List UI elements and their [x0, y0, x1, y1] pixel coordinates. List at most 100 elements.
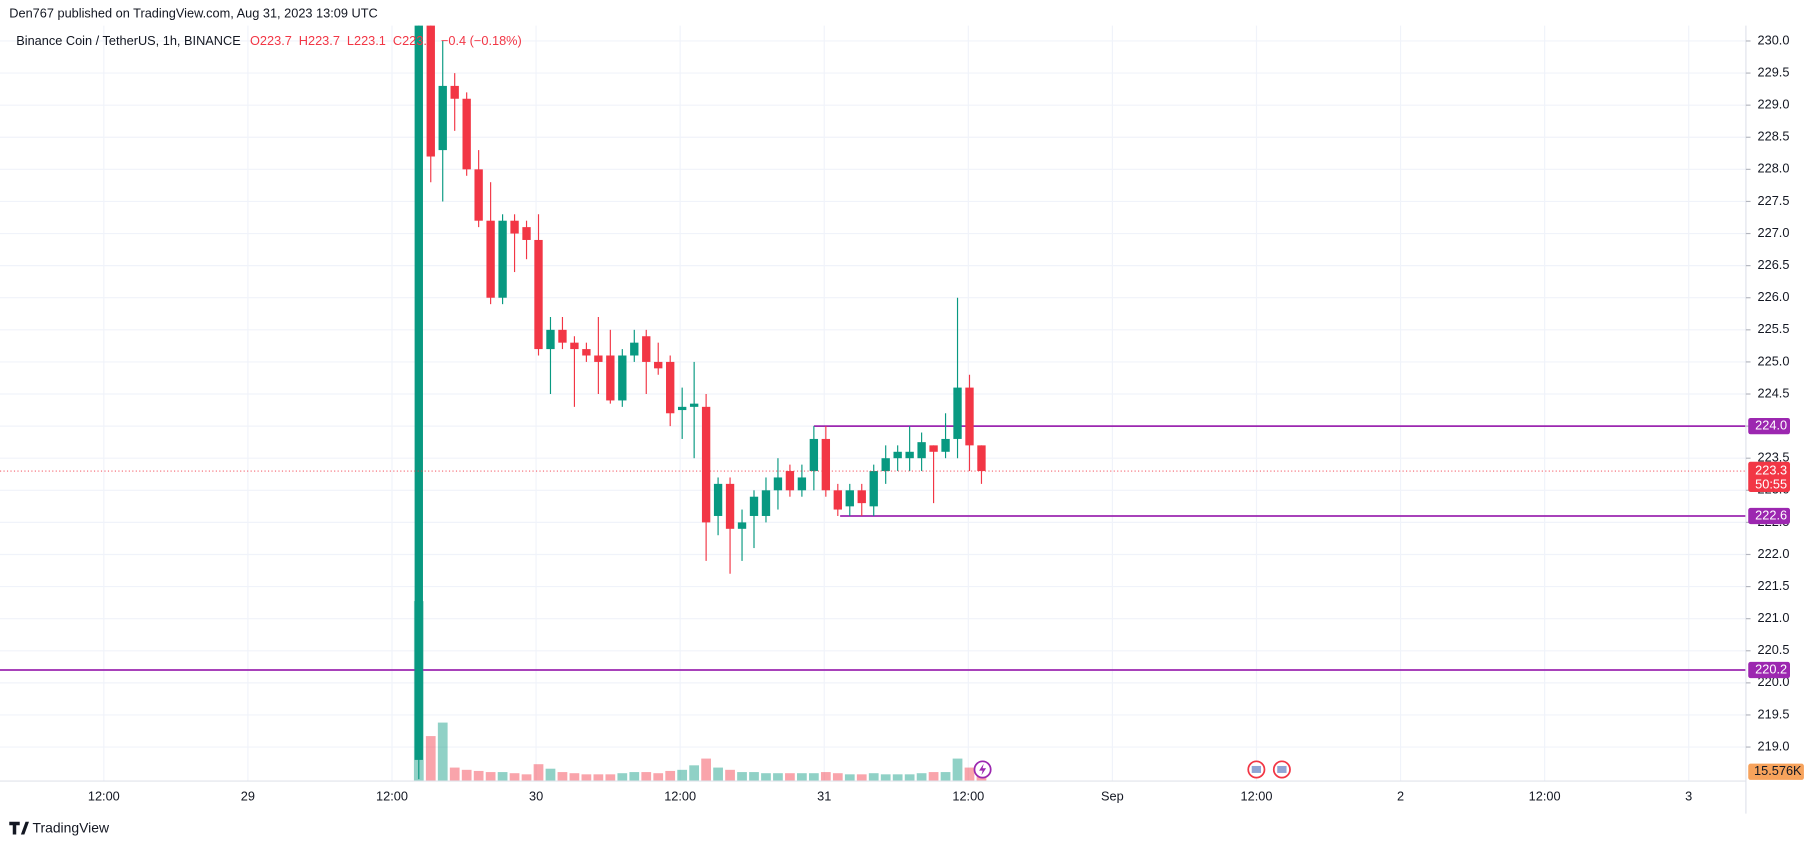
- candle-body: [498, 220, 507, 298]
- x-tick-label: 12:00: [1529, 789, 1561, 804]
- icon-flag-glyph: [1251, 765, 1262, 773]
- y-tick-label: 219.5: [1758, 706, 1790, 721]
- candle-body: [534, 239, 543, 350]
- volume-bar: [820, 772, 831, 782]
- x-tick-label: 3: [1685, 789, 1692, 804]
- candle-body: [689, 403, 699, 407]
- candle-body: [941, 438, 950, 452]
- candle-body: [438, 85, 447, 151]
- candle-body: [426, 25, 435, 157]
- legend-item: −0.4 (−0.18%): [441, 33, 522, 48]
- candle-body: [486, 220, 495, 298]
- x-tick-label: Sep: [1101, 789, 1124, 804]
- candle-body: [618, 355, 627, 401]
- candle-body: [737, 522, 747, 529]
- candle-body: [797, 477, 807, 491]
- y-tick-label: 221.5: [1758, 578, 1790, 593]
- y-tick-label: 226.5: [1758, 257, 1790, 272]
- candle-body: [749, 496, 759, 516]
- grid: [0, 25, 1746, 782]
- volume-bar: [665, 770, 676, 782]
- volume-bar: [581, 774, 592, 782]
- legend-item: C223.3: [393, 33, 434, 48]
- brand-logo: [9, 821, 30, 835]
- icon-lightning-glyph: [979, 763, 987, 776]
- candle-body: [654, 361, 663, 369]
- volume-bar: [545, 768, 556, 782]
- candle-body: [869, 471, 878, 507]
- volume-bar: [473, 770, 484, 782]
- candle-body: [905, 451, 914, 459]
- candle-body: [833, 490, 842, 510]
- candle-body: [881, 458, 890, 472]
- countdown-label: 50:55: [1755, 476, 1787, 491]
- legend-item: L223.1: [347, 33, 386, 48]
- level-label: 224.0: [1755, 417, 1787, 432]
- y-tick-label: 227.5: [1758, 193, 1790, 208]
- event-icons: [973, 760, 1291, 779]
- candle-body: [857, 490, 866, 504]
- volume-bar: [629, 772, 640, 782]
- y-tick-label: 223.5: [1758, 450, 1790, 465]
- candle-body: [582, 349, 591, 356]
- candle-body: [845, 490, 854, 507]
- brand: TradingView: [9, 819, 110, 835]
- volume-bar: [617, 773, 628, 782]
- y-tick-label: 226.0: [1758, 289, 1790, 304]
- volume-bar: [449, 767, 460, 782]
- volume-bar: [892, 774, 903, 782]
- volume-bar: [461, 769, 472, 782]
- volume-bar: [773, 773, 783, 782]
- volume-bar: [761, 773, 771, 782]
- brand-name: TradingView: [32, 819, 109, 835]
- candle-body: [594, 355, 603, 362]
- volume-bar: [437, 722, 448, 782]
- candle-body: [809, 438, 819, 472]
- plot-area: [0, 25, 1746, 782]
- volume-bar: [569, 773, 580, 782]
- volume-bar: [605, 774, 616, 782]
- candle-body: [450, 85, 459, 99]
- candle-body: [474, 169, 483, 221]
- publisher: Den767 published on TradingView.com, Aug…: [9, 5, 377, 20]
- level-label-box: [1748, 507, 1790, 525]
- volume-bar: [521, 774, 532, 782]
- candle-body: [929, 445, 938, 452]
- candle-body: [725, 483, 735, 529]
- volume-bar: [737, 772, 747, 782]
- x-tick-label: 2: [1397, 789, 1404, 804]
- candle-body: [977, 445, 986, 472]
- y-tick-label: 228.0: [1758, 161, 1790, 176]
- y-tick-label: 219.0: [1758, 738, 1790, 753]
- candle-body: [917, 442, 926, 459]
- x-tick-label: 12:00: [952, 789, 984, 804]
- candle-body: [522, 227, 531, 240]
- y-tick-label: 230.0: [1758, 32, 1790, 47]
- volume-bar: [856, 774, 867, 782]
- volume-bar: [880, 774, 891, 782]
- candle-body: [713, 483, 723, 516]
- volume-bar: [677, 769, 688, 782]
- volume-bar: [725, 769, 735, 782]
- candle-body: [606, 355, 615, 401]
- ohlc-legend: O223.7 H223.7 L223.1 C223.3 −0.4 (−0.18%): [250, 33, 522, 48]
- y-tick-label: 229.0: [1758, 97, 1790, 112]
- volume-bar: [808, 773, 819, 782]
- candle-body: [677, 406, 687, 411]
- x-tick-label: 12:00: [376, 789, 408, 804]
- axes: 219.0219.5220.0220.5221.0221.5222.0222.5…: [88, 32, 1804, 804]
- volume-bar: [749, 772, 759, 782]
- volume-label-box: [1748, 763, 1804, 780]
- y-tick-label: 225.5: [1758, 321, 1790, 336]
- candle-body: [642, 336, 651, 362]
- volume-bar: [497, 772, 508, 782]
- volume-bar: [425, 736, 436, 782]
- y-tick-label: 225.0: [1758, 353, 1790, 368]
- volume-bar: [904, 774, 915, 782]
- volume-bar: [689, 765, 700, 782]
- y-tick-label: 228.5: [1758, 129, 1790, 144]
- volume-bar: [952, 758, 963, 782]
- x-tick-label: 12:00: [88, 789, 120, 804]
- y-tick-label: 220.5: [1758, 642, 1790, 657]
